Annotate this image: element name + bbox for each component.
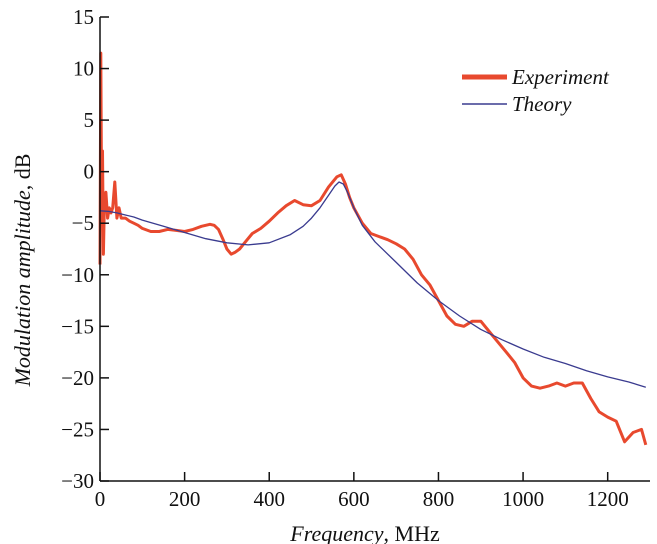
legend: Experiment Theory bbox=[462, 65, 610, 116]
x-tick-label: 1000 bbox=[502, 487, 544, 511]
x-tick-label: 200 bbox=[169, 487, 201, 511]
y-tick-label: 15 bbox=[73, 5, 94, 29]
y-tick-label: −10 bbox=[61, 263, 94, 287]
x-tick-label: 600 bbox=[338, 487, 370, 511]
plot-area bbox=[98, 51, 648, 446]
x-axis-title: Frequency, MHz bbox=[289, 521, 440, 544]
y-tick-label: 10 bbox=[73, 57, 94, 81]
legend-label-experiment: Experiment bbox=[511, 65, 610, 89]
series-line-theory bbox=[99, 181, 646, 388]
y-tick-label: −30 bbox=[61, 469, 94, 493]
x-tick-label: 400 bbox=[253, 487, 285, 511]
x-tick-label: 800 bbox=[423, 487, 455, 511]
y-tick-label: 5 bbox=[84, 108, 95, 132]
legend-label-theory: Theory bbox=[512, 92, 572, 116]
y-tick-label: −5 bbox=[72, 211, 94, 235]
x-tick-label: 1200 bbox=[587, 487, 629, 511]
y-tick-label: −15 bbox=[61, 314, 94, 338]
series-line-experiment bbox=[98, 51, 648, 446]
axes bbox=[99, 17, 650, 482]
y-tick-label: 0 bbox=[84, 160, 95, 184]
y-tick-label: −20 bbox=[61, 366, 94, 390]
x-tick-label: 0 bbox=[95, 487, 106, 511]
y-axis-title: Modulation amplitude, dB bbox=[10, 154, 35, 388]
y-tick-label: −25 bbox=[61, 417, 94, 441]
